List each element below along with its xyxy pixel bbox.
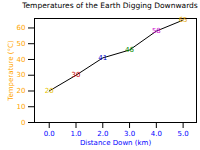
html-text:Temperatures of the Earth Digg: Temperatures of the Earth Digging Downwa… xyxy=(22,1,198,10)
svg-text:50: 50 xyxy=(17,40,26,48)
svg-text:40: 40 xyxy=(17,56,26,64)
svg-text:65: 65 xyxy=(179,16,188,24)
svg-text:1.0: 1.0 xyxy=(70,130,81,138)
svg-text:20: 20 xyxy=(17,87,26,95)
svg-text:3.0: 3.0 xyxy=(124,130,135,138)
svg-text:4.0: 4.0 xyxy=(151,130,162,138)
svg-text:41: 41 xyxy=(98,54,107,62)
svg-text:2.0: 2.0 xyxy=(97,130,108,138)
svg-text:0: 0 xyxy=(21,119,25,127)
svg-text:58: 58 xyxy=(152,27,161,35)
svg-text:Temperature (°C): Temperature (°C) xyxy=(7,40,15,102)
svg-text:0.0: 0.0 xyxy=(44,130,55,138)
svg-text:20: 20 xyxy=(45,87,54,95)
svg-text:Distance Down (km): Distance Down (km) xyxy=(80,139,151,147)
svg-text:10: 10 xyxy=(17,103,26,111)
svg-text:5.0: 5.0 xyxy=(178,130,189,138)
svg-text:30: 30 xyxy=(72,71,81,79)
svg-text:60: 60 xyxy=(17,24,26,32)
svg-text:46: 46 xyxy=(125,46,134,54)
svg-text:30: 30 xyxy=(17,71,26,79)
